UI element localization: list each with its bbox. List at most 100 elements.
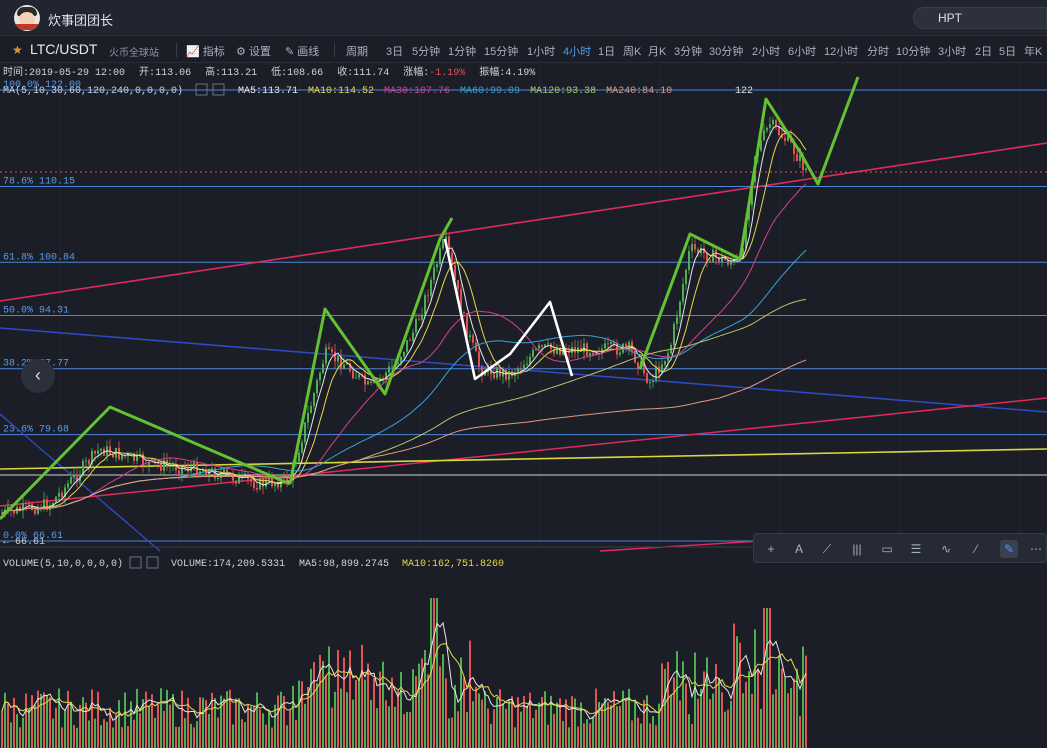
pair-symbol[interactable]: LTC/USDT [30,41,98,57]
interval-1[interactable]: 5分钟 [412,46,441,58]
candle-body [592,353,594,355]
volume-bar [568,727,570,748]
interval-18[interactable]: 5日 [999,46,1017,58]
interval-2[interactable]: 1分钟 [448,46,477,58]
volume-bar [703,671,705,748]
volume-bar [388,706,390,748]
crosshair-icon[interactable]: + [767,542,775,556]
interval-8[interactable]: 月K [648,46,667,58]
volume-bar [571,696,573,748]
volume-bar [796,668,798,748]
fib-levels: 100.0% 122.00 78.6% 110.15 61.8% 100.84 50.… [0,80,1047,542]
volume-bar [610,705,612,748]
candle-body [661,364,663,374]
candle-body [1,513,3,515]
volume-bar [709,699,711,748]
settings-button[interactable]: ⚙ 设置 [236,46,271,58]
candle-body [316,380,318,394]
interval-12[interactable]: 6小时 [788,46,817,58]
ma-settings-icon[interactable] [195,83,208,96]
candle-body [19,506,21,511]
volume-bar [784,677,786,748]
volume-bar [394,706,396,748]
volume-bar [373,677,375,748]
star-icon[interactable]: ★ [12,43,23,57]
volume-bar [487,708,489,748]
interval-0[interactable]: 3日 [386,46,404,58]
volume-bar [109,707,111,748]
measure-tool-icon[interactable]: ⁄ [974,542,977,556]
candle-body [151,458,153,462]
interval-7[interactable]: 周K [623,46,642,58]
draw-button[interactable]: ✎ 画线 [285,46,320,58]
interval-13[interactable]: 12小时 [824,46,859,58]
kline-chart[interactable]: 100.0% 122.00 78.6% 110.15 61.8% 100.84 50.… [0,64,1047,748]
search-input[interactable] [913,7,1047,29]
rectangle-tool-icon[interactable]: ▭ [881,542,893,556]
interval-6[interactable]: 1日 [598,46,616,58]
candle-body [217,478,219,480]
candle-body [496,367,498,378]
candle-body [553,349,555,354]
interval-5[interactable]: 4小时 [563,46,592,58]
candle-body [712,249,714,263]
interval-15[interactable]: 10分钟 [896,46,931,58]
volume-bar [655,725,657,748]
volume-bar [115,714,117,748]
volume-bar [400,671,402,748]
volume-bar [550,695,552,748]
line-tool-icon[interactable]: ⟋ [822,542,832,556]
candle-body [283,474,285,479]
brush-tool-icon[interactable]: ✎ [1000,540,1018,558]
interval-16[interactable]: 3小时 [938,46,967,58]
volume-bar [544,691,546,748]
candle-body [136,454,138,461]
volume-bar [85,702,87,748]
interval-4[interactable]: 1小时 [527,46,556,58]
chevron-left-icon[interactable]: ‹ [21,359,55,393]
interval-11[interactable]: 2小时 [752,46,781,58]
high-price-mark: 122 [735,86,753,97]
volume-bar [640,723,642,748]
channel-tool-icon[interactable]: ||| [852,542,862,556]
volume-settings-icon[interactable] [129,556,142,569]
volume-bar [619,705,621,748]
candle-body [769,124,771,128]
fib-tool-icon[interactable]: ☰ [910,542,922,556]
more-tools-icon[interactable]: ⋯ [1030,542,1042,556]
interval-14[interactable]: 分时 [867,46,889,58]
candle-body [418,319,420,321]
interval-17[interactable]: 2日 [975,46,993,58]
candle-body [778,126,780,136]
interval-19[interactable]: 年K [1024,46,1043,58]
interval-9[interactable]: 3分钟 [674,46,703,58]
candle-body [583,343,585,352]
candle-body [223,469,225,474]
volume-bar [364,679,366,748]
candle-body [67,483,69,488]
indicator-button[interactable]: 📈 指标 [186,46,225,58]
candle-body [718,257,720,263]
avatar[interactable] [14,5,40,31]
text-tool-icon[interactable]: A [794,542,803,556]
candle-body [784,138,786,141]
interval-3[interactable]: 15分钟 [484,46,519,58]
candle-body [268,477,270,480]
pencil-icon: ✎ [285,46,295,58]
volume-bar [136,688,138,748]
wave-tool-icon[interactable]: ∿ [940,542,952,556]
interval-10[interactable]: 30分钟 [709,46,744,58]
candle-body [727,260,729,265]
candle-body [472,335,474,343]
volume-bar [514,727,516,748]
candle-body [760,139,762,151]
volume-bar [52,718,54,748]
volume-close-icon[interactable] [146,556,159,569]
volume-bar [121,727,123,748]
volume-bar [724,711,726,748]
volume-bar [562,721,564,748]
volume-bar [391,677,393,748]
ma-close-icon[interactable] [212,83,225,96]
candle-body [541,345,543,347]
volume-bar [517,697,519,748]
